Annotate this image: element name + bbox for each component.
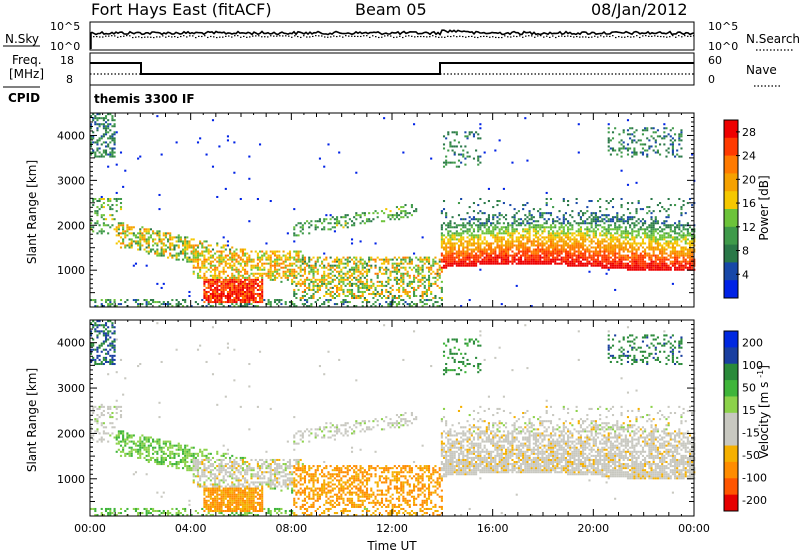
y-tick-label: 4000 <box>57 129 85 142</box>
nave-tick-low: 0 <box>708 73 715 86</box>
velocity-colorbar-tick: 15 <box>742 404 756 417</box>
y-tick-label: 1000 <box>57 264 85 277</box>
nsky-tick-low: 10^0 <box>50 40 80 53</box>
power-colorbar-label: Power [dB] <box>757 175 771 240</box>
y-tick-label: 4000 <box>57 337 85 350</box>
velocity-colorbar-tick: 200 <box>742 336 763 349</box>
velocity-colorbar-tick: -100 <box>742 471 767 484</box>
power-colorbar-tick: 28 <box>742 126 756 139</box>
nsky-panel: N.Sky 10^5 10^0 10^5 10^0 N.Search <box>3 20 800 53</box>
date-title: 08/Jan/2012 <box>591 0 688 19</box>
nave-tick-high: 60 <box>708 54 722 67</box>
power-panel: 1000 2000 3000 4000 Slant Range [km] <box>25 112 696 308</box>
power-colorbar-tick: 4 <box>742 268 749 281</box>
freq-tick-low: 8 <box>66 73 73 86</box>
freq-panel: Freq. [MHz] 18 8 60 0 Nave <box>9 52 780 87</box>
nsky-trace <box>89 29 695 49</box>
y-tick-label: 2000 <box>57 219 85 232</box>
nsearch-label: N.Search <box>746 32 800 46</box>
x-tick-label: 00:00 <box>74 522 106 535</box>
velocity-colorbar-tick: -50 <box>742 449 760 462</box>
nsearch-tick-low: 10^0 <box>708 40 738 53</box>
x-tick-label: 16:00 <box>477 522 509 535</box>
y-tick-label: 3000 <box>57 174 85 187</box>
velocity-colorbar-label: Velocity [m s -1] <box>756 365 771 459</box>
power-y-label: Slant Range [km] <box>25 160 39 264</box>
cpid-label: CPID <box>8 91 40 105</box>
nave-label: Nave <box>746 63 777 77</box>
x-tick-label: 12:00 <box>376 522 408 535</box>
velocity-colorbar: Velocity [m s -1] 200 100 50 15 -15 -50 -100 -2… <box>723 330 771 512</box>
station-title: Fort Hays East (fitACF) <box>91 0 272 19</box>
x-tick-label: 20:00 <box>577 522 609 535</box>
freq-unit-label: [MHz] <box>9 67 44 81</box>
power-colorbar-tick: 8 <box>742 245 749 258</box>
beam-title: Beam 05 <box>355 0 427 19</box>
freq-tick-high: 18 <box>60 54 74 67</box>
velocity-colorbar-tick: 50 <box>742 381 756 394</box>
x-tick-label: 08:00 <box>275 522 307 535</box>
y-tick-label: 1000 <box>57 473 85 486</box>
velocity-y-axis: 1000 2000 3000 4000 <box>57 319 694 502</box>
power-colorbar: Power [dB] 4 8 12 16 20 24 28 <box>723 119 771 299</box>
velocity-panel: 1000 2000 3000 4000 00:00 04:00 08:00 12:00 16:… <box>25 113 710 553</box>
y-tick-label: 2000 <box>57 427 85 440</box>
power-data <box>90 113 696 308</box>
cpid-program: themis 3300 IF <box>94 92 195 106</box>
y-tick-label: 3000 <box>57 382 85 395</box>
nsky-label: N.Sky <box>5 32 39 46</box>
x-tick-label: 04:00 <box>175 522 207 535</box>
velocity-x-axis: 00:00 04:00 08:00 12:00 16:00 20:00 00:00 <box>74 113 710 535</box>
velocity-colorbar-tick: 100 <box>742 359 763 372</box>
velocity-colorbar-tick: -200 <box>742 494 767 507</box>
velocity-y-label: Slant Range [km] <box>25 368 39 472</box>
x-tick-label: 00:00 <box>678 522 710 535</box>
power-colorbar-tick: 16 <box>742 197 756 210</box>
freq-trace <box>90 62 694 75</box>
power-colorbar-tick: 24 <box>742 150 756 163</box>
power-colorbar-tick: 12 <box>742 221 756 234</box>
nsearch-tick-high: 10^5 <box>708 20 738 33</box>
velocity-colorbar-tick: -15 <box>742 426 760 439</box>
x-axis-label: Time UT <box>366 539 417 553</box>
power-y-axis: 1000 2000 3000 4000 <box>57 112 694 294</box>
freq-label: Freq. <box>12 53 42 67</box>
velocity-data <box>90 320 696 517</box>
power-colorbar-tick: 20 <box>742 173 756 186</box>
nsky-tick-high: 10^5 <box>50 20 80 33</box>
